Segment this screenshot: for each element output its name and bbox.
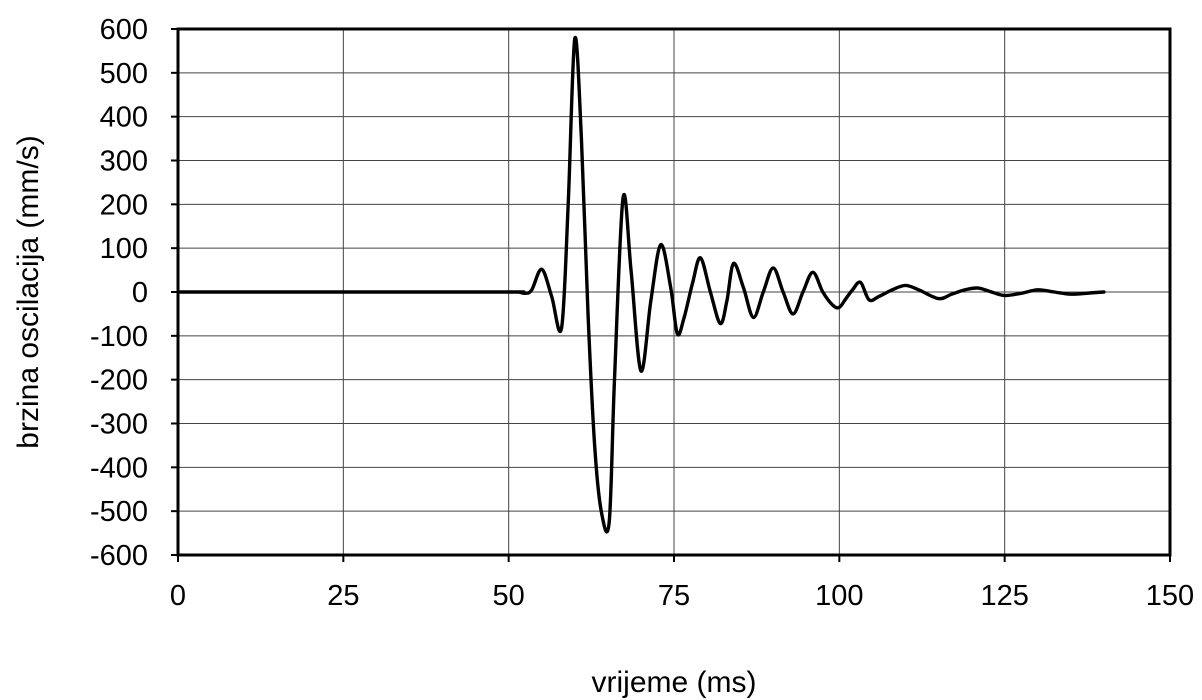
series-layer	[176, 35, 1106, 534]
y-tick-label: 400	[100, 102, 148, 134]
y-tick-label: 200	[100, 189, 148, 221]
y-tick-label: 300	[100, 146, 148, 178]
x-tick-label: 150	[1146, 580, 1194, 612]
x-tick-label: 25	[327, 580, 359, 612]
y-tick-label: 600	[100, 14, 148, 46]
y-tick-label: 0	[132, 277, 148, 309]
y-tick-label: -600	[90, 540, 148, 572]
x-tick-label: 125	[980, 580, 1028, 612]
y-tick-labels: 600 500 400 300 200 100 0 -100 -200 -300 -400 -500 -…	[90, 14, 178, 572]
x-axis-label: vrijeme (ms)	[592, 666, 757, 699]
y-tick-label: -200	[90, 365, 148, 397]
y-tick-label: -500	[90, 496, 148, 528]
gridlines	[177, 28, 1171, 556]
x-tick-label: 50	[493, 580, 525, 612]
x-tick-labels: 0 25 50 75 100 125 150	[170, 555, 1194, 612]
y-tick-label: 500	[100, 58, 148, 90]
y-tick-label: -300	[90, 409, 148, 441]
y-axis-label: brzina oscilacija (mm/s)	[12, 135, 45, 448]
y-tick-label: -100	[90, 321, 148, 353]
y-tick-label: 100	[100, 233, 148, 265]
y-tick-label: -400	[90, 452, 148, 484]
x-tick-label: 100	[815, 580, 863, 612]
series-line	[176, 35, 1106, 534]
x-tick-label: 0	[170, 580, 186, 612]
x-tick-label: 75	[658, 580, 690, 612]
